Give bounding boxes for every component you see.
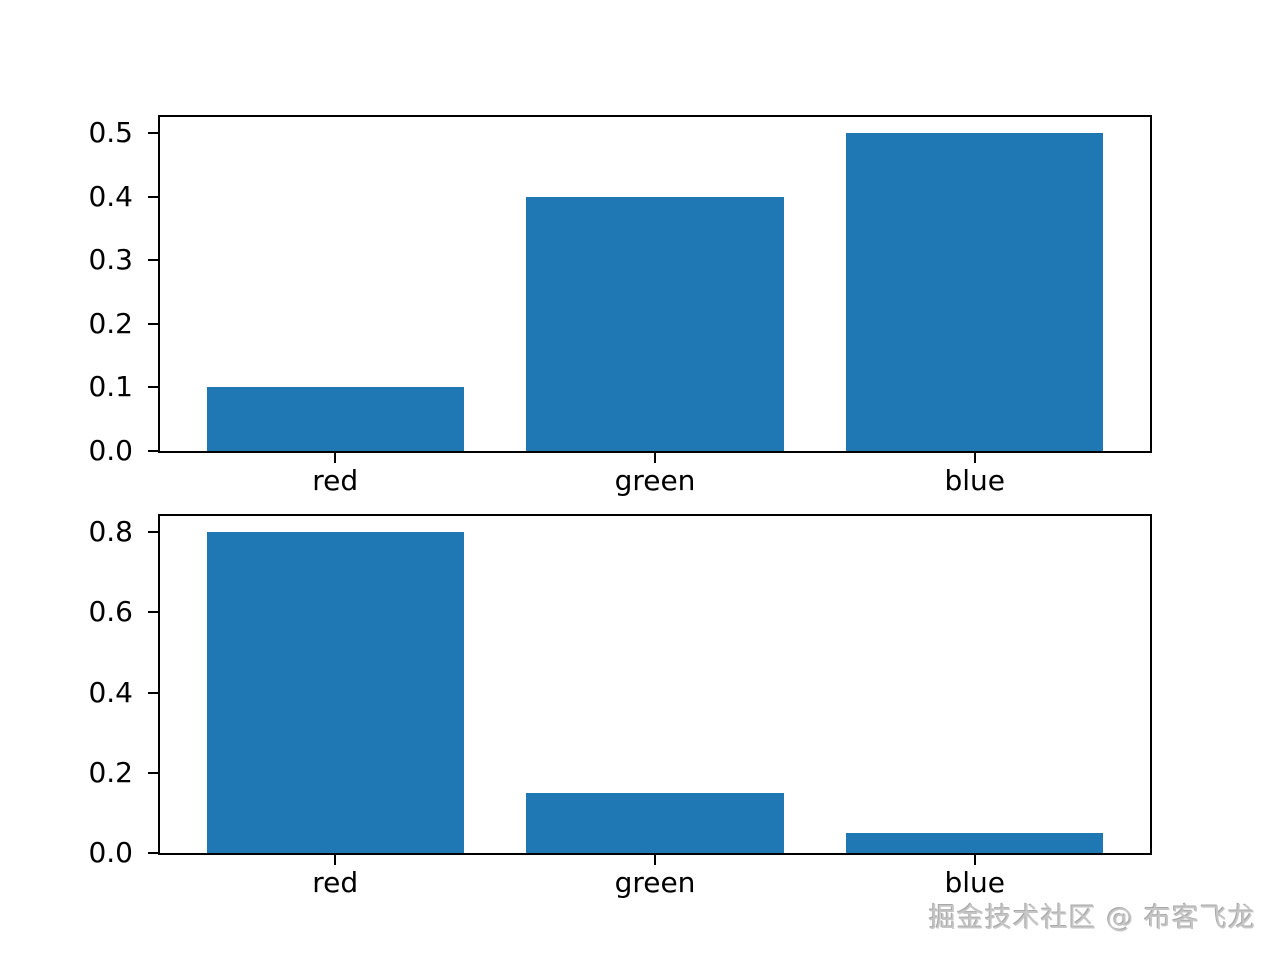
y-tick-mark-0.6 — [148, 611, 158, 614]
subplot-bottom-axes: red green blue 0.0 0.2 0.4 0.6 0.8 — [88, 514, 1152, 897]
x-tick-mark-green — [654, 855, 656, 865]
y-tick-label-0.4: 0.4 — [88, 179, 133, 213]
x-tick-mark-red — [334, 855, 337, 865]
y-tick-mark-0.2 — [148, 322, 158, 325]
y-tick-mark-0.2 — [148, 771, 158, 774]
y-tick-label-0.2: 0.2 — [88, 755, 133, 789]
x-tick-label-blue: blue — [944, 866, 1006, 899]
bar-green — [526, 792, 784, 853]
y-tick-label-0.6: 0.6 — [88, 595, 133, 629]
y-tick-label-0.2: 0.2 — [88, 306, 133, 340]
y-tick-label-0.8: 0.8 — [88, 515, 133, 549]
bar-red — [206, 387, 464, 451]
subplot-top-axes: red green blue 0.0 0.1 0.2 0.3 0.4 0.5 — [88, 115, 1152, 495]
x-tick-mark-blue — [973, 855, 976, 865]
watermark-text: 掘金技术社区 @ 布客飞龙 — [928, 903, 1256, 934]
y-tick-label-0.0: 0.0 — [88, 434, 133, 467]
y-tick-label-0.3: 0.3 — [88, 243, 133, 277]
bar-blue — [846, 832, 1104, 853]
x-tick-label-red: red — [312, 464, 359, 497]
x-tick-label-blue: blue — [944, 464, 1006, 497]
y-tick-mark-0.0 — [148, 450, 158, 452]
x-tick-label-red: red — [312, 866, 359, 899]
y-tick-mark-0.5 — [148, 131, 158, 134]
y-tick-label-0.4: 0.4 — [88, 675, 133, 709]
x-tick-label-green: green — [614, 866, 696, 899]
x-tick-mark-green — [654, 453, 656, 463]
y-tick-mark-0.8 — [148, 531, 158, 534]
y-tick-label-0.0: 0.0 — [88, 836, 133, 869]
y-tick-mark-0.3 — [148, 259, 158, 262]
y-tick-label-0.1: 0.1 — [88, 370, 133, 404]
y-tick-mark-0.0 — [148, 852, 158, 854]
x-tick-mark-blue — [973, 453, 976, 463]
y-tick-label-0.5: 0.5 — [88, 115, 133, 149]
bar-blue — [846, 132, 1104, 451]
bar-red — [206, 532, 464, 853]
x-tick-label-green: green — [614, 464, 696, 497]
bar-green — [526, 196, 784, 451]
y-tick-mark-0.4 — [148, 195, 158, 198]
y-tick-mark-0.1 — [148, 386, 158, 389]
y-tick-mark-0.4 — [148, 691, 158, 694]
x-tick-mark-red — [334, 453, 337, 463]
